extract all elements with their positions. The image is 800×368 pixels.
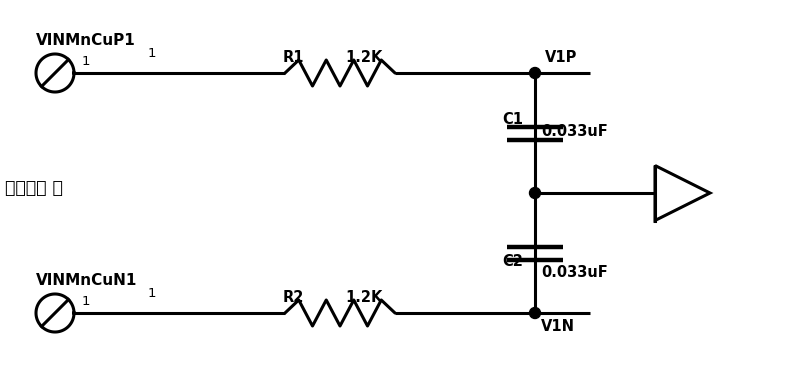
- Circle shape: [530, 188, 541, 198]
- Text: 0.033uF: 0.033uF: [541, 124, 608, 139]
- Text: VINMnCuP1: VINMnCuP1: [36, 33, 136, 48]
- Text: R1: R1: [283, 50, 305, 65]
- Text: 1: 1: [82, 55, 90, 68]
- Text: VINMnCuN1: VINMnCuN1: [36, 273, 138, 288]
- Text: V1P: V1P: [545, 50, 578, 65]
- Text: 1: 1: [82, 295, 90, 308]
- Text: 接至锰銅 片: 接至锰銅 片: [5, 180, 63, 197]
- Text: C1: C1: [502, 112, 523, 127]
- Text: 0.033uF: 0.033uF: [541, 265, 608, 280]
- Text: C2: C2: [502, 254, 523, 269]
- Text: 1: 1: [148, 287, 157, 300]
- Circle shape: [530, 308, 541, 318]
- Text: 1: 1: [148, 47, 157, 60]
- Circle shape: [530, 67, 541, 78]
- Text: R2: R2: [283, 290, 304, 305]
- Text: 1.2K: 1.2K: [345, 50, 382, 65]
- Text: 1.2K: 1.2K: [345, 290, 382, 305]
- Text: V1N: V1N: [541, 319, 575, 334]
